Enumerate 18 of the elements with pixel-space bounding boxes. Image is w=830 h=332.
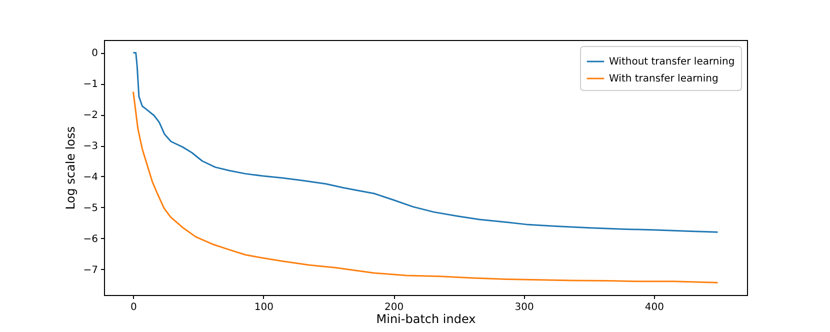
y-tick-label: 0 [92,48,98,60]
y-tick-label: −3 [83,141,98,152]
x-tick-label: 200 [384,302,404,313]
legend-label: Without transfer learning [609,56,735,68]
y-tick-label: −6 [83,234,98,245]
y-axis-title: Log scale loss [63,126,78,210]
legend-label: With transfer learning [609,74,718,84]
x-tick-label: 0 [130,302,137,313]
y-tick-label: −5 [83,202,98,214]
x-tick-label: 300 [514,302,534,313]
y-tick-label: −4 [83,172,98,183]
y-tick-label: −2 [83,110,98,122]
x-axis-title: Mini-batch index [376,312,476,326]
x-tick-label: 100 [254,302,274,313]
x-tick-label: 400 [644,302,664,313]
y-tick-label: −7 [83,264,98,276]
line-series [132,90,719,284]
y-tick-label: −1 [83,79,98,90]
